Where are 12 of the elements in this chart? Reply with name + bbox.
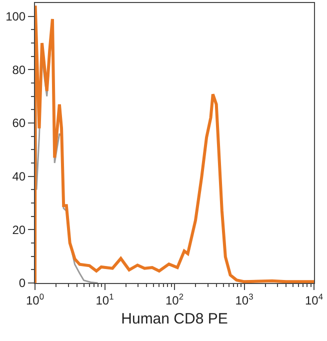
x-tick-label: 10$^{2}$ xyxy=(165,291,184,308)
y-tick-label: 20 xyxy=(12,222,26,237)
x-tick-label: 10$^{3}$ xyxy=(235,291,254,308)
y-tick-label: 80 xyxy=(12,62,26,77)
x-tick-label: 10$^{1}$ xyxy=(96,291,114,308)
y-tick-label: 100 xyxy=(6,10,26,24)
y-tick-label: 40 xyxy=(12,170,26,184)
y-tick-label: 0 xyxy=(18,276,26,290)
y-tick-label: 60 xyxy=(12,116,26,130)
x-axis-title: Human CD8 PE xyxy=(121,310,228,328)
x-tick-label: 10$^{0}$ xyxy=(26,291,44,308)
x-tick-label: 10$^{4}$ xyxy=(304,291,324,308)
